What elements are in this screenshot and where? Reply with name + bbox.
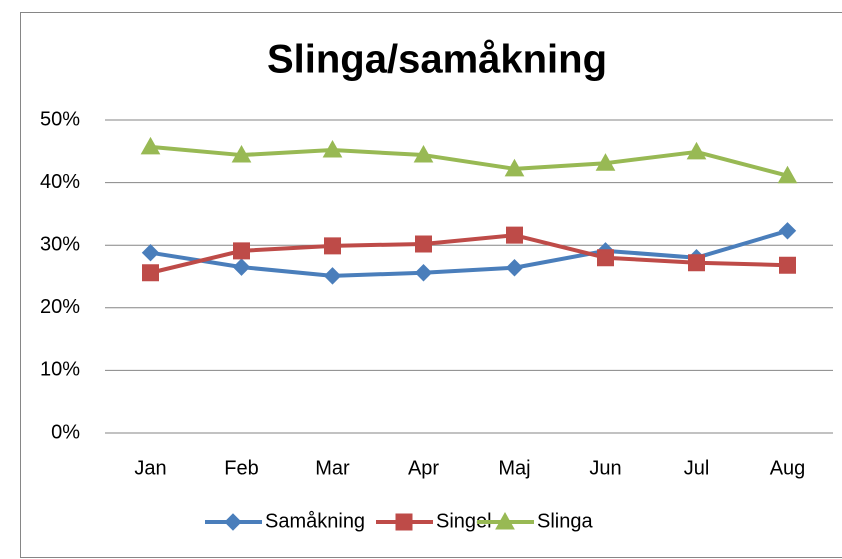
marker (232, 258, 251, 276)
x-tick-label: Aug (770, 457, 806, 479)
marker (323, 267, 342, 285)
marker (505, 259, 524, 277)
x-tick-label: Jul (684, 457, 710, 479)
x-tick-label: Jan (134, 457, 166, 479)
y-tick-label: 40% (40, 171, 80, 193)
marker (142, 264, 159, 282)
marker (231, 145, 252, 163)
marker (777, 165, 798, 184)
chart-frame (20, 12, 842, 558)
legend-label: Singel (436, 510, 492, 532)
y-tick-label: 10% (40, 359, 80, 381)
x-tick-label: Maj (498, 457, 530, 479)
chart-title: Slinga/samåkning (267, 38, 607, 82)
legend-label: Slinga (537, 510, 593, 532)
line (150, 144, 789, 178)
marker (688, 254, 705, 272)
marker (779, 256, 796, 274)
y-tick-label: 50% (40, 108, 80, 130)
marker (414, 264, 433, 282)
marker (233, 242, 250, 260)
legend-marker (495, 511, 515, 530)
marker (686, 141, 707, 160)
x-tick-label: Jun (589, 457, 621, 479)
marker (415, 235, 432, 253)
x-tick-label: Apr (408, 457, 439, 479)
y-tick-label: 0% (51, 421, 80, 443)
marker (504, 158, 525, 177)
marker (597, 249, 614, 267)
marker (595, 153, 616, 171)
marker (324, 237, 341, 255)
x-tick-label: Feb (224, 457, 258, 479)
marker (506, 226, 523, 244)
line (150, 228, 789, 278)
legend-label: Samåkning (265, 510, 365, 532)
y-tick-label: 30% (40, 233, 80, 255)
line (150, 233, 788, 275)
x-tick-label: Mar (315, 457, 350, 479)
marker (778, 222, 797, 240)
marker (322, 140, 343, 158)
y-tick-label: 20% (40, 296, 80, 318)
marker (141, 244, 160, 262)
marker (140, 136, 161, 155)
legend-marker (224, 513, 242, 531)
marker (413, 145, 434, 163)
legend-marker (395, 513, 413, 531)
